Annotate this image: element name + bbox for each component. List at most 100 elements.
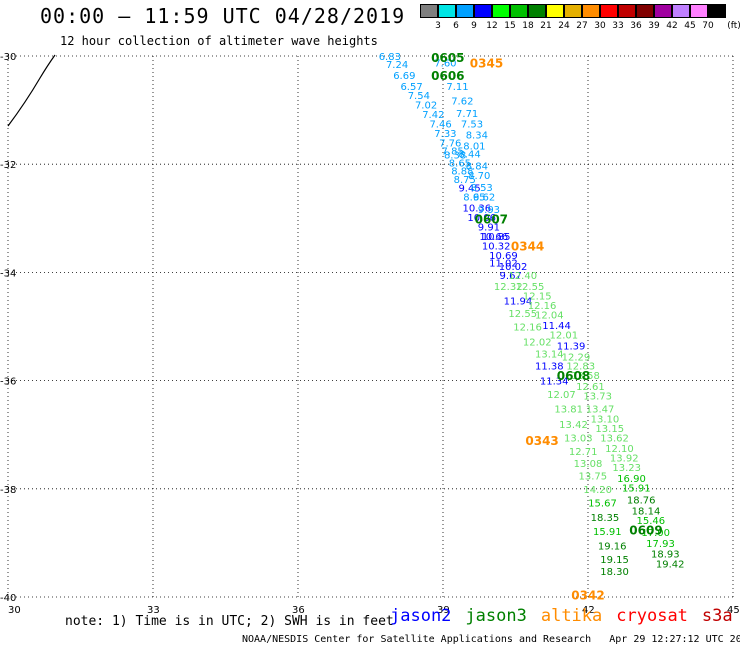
swh-value-label: 12.16 [513, 323, 542, 334]
swh-value-label: 13.03 [564, 433, 593, 444]
swh-value-label: 16.90 [617, 474, 646, 485]
swh-value-label: 7.60 [434, 58, 456, 69]
swh-value-label: 8.34 [466, 130, 488, 141]
color-swatch [618, 4, 636, 18]
swh-value-label: 13.81 [554, 405, 583, 416]
swh-value-label: 15.91 [593, 527, 622, 538]
color-swatch [564, 4, 582, 18]
swh-value-label: 6.83 [379, 52, 401, 63]
swh-value-label: 7.24 [386, 60, 408, 71]
pass-time-label: 0343 [525, 434, 558, 448]
swh-value-label: 13.08 [574, 459, 603, 470]
swh-value-label: 7.85 [442, 147, 464, 158]
swh-value-label: 17.93 [646, 539, 675, 550]
color-swatch [420, 4, 438, 18]
color-scale-unit: (ft) [727, 21, 740, 31]
lat-tick-label: -34 [0, 268, 16, 279]
swh-value-label: 7.53 [461, 120, 483, 131]
satellite-legend: jason2 jason3 altika cryosat s3a [390, 606, 740, 626]
swh-value-label: 13.14 [535, 350, 564, 361]
swh-value-label: 10.36 [463, 203, 492, 214]
swh-value-label: 12.83 [566, 361, 595, 372]
swh-value-label: 18.76 [627, 496, 656, 507]
swh-value-label: 8.65 [449, 159, 471, 170]
swh-value-label: 8.75 [454, 175, 476, 186]
color-scale-label: 33 [612, 21, 624, 31]
color-swatch [672, 4, 690, 18]
swh-value-label: 6.57 [400, 82, 422, 93]
swh-value-label: 13.73 [583, 392, 612, 403]
lon-tick-label: 33 [147, 605, 160, 616]
swh-value-label: 18.14 [632, 506, 661, 517]
color-scale-label: 30 [594, 21, 606, 31]
swh-value-label: 19.42 [656, 559, 685, 570]
swh-value-label: 12.55 [516, 282, 545, 293]
swh-value-label: 13.42 [559, 420, 588, 431]
lon-tick-label: 42 [582, 605, 595, 616]
swh-value-label: 12.07 [547, 390, 576, 401]
satellite-legend-item: jason2 [390, 606, 452, 626]
swh-value-label: 7.71 [456, 109, 478, 120]
swh-value-label: 7.42 [422, 110, 444, 121]
color-scale-label: 42 [666, 21, 678, 31]
swh-value-label: 19.16 [598, 542, 627, 553]
color-scale-label: 9 [471, 21, 477, 31]
swh-value-label: 7.62 [451, 96, 473, 107]
color-scale-label: 24 [558, 21, 570, 31]
color-swatch [492, 4, 510, 18]
color-scale-label: 12 [486, 21, 498, 31]
swh-values: 6.83 7.60 7.246.696.57 7.11 7.54 7.62 7.02 7.71… [379, 52, 685, 578]
swh-value-label: 13.62 [600, 433, 629, 444]
swh-value-label: 7.11 [446, 82, 468, 93]
swh-value-label: 7.54 [408, 91, 430, 102]
swh-value-label: 13.10 [591, 414, 620, 425]
color-swatch [528, 4, 546, 18]
swh-value-label: 18.35 [591, 513, 620, 524]
swh-value-label: 12.71 [569, 447, 598, 458]
lat-tick-label: -32 [0, 160, 16, 171]
swh-value-label: 13.58 [571, 371, 600, 382]
pass-time-label: 0605 [431, 51, 464, 65]
swh-value-label: 11.94 [504, 297, 533, 308]
color-swatch [438, 4, 456, 18]
color-swatch [582, 4, 600, 18]
credit-timestamp: Apr 29 12:27:12 UTC 2019 [609, 634, 740, 645]
credit-line: NOAA/NESDIS Center for Satellite Applica… [242, 634, 740, 645]
pass-time-label: 0342 [571, 588, 604, 602]
credit-org: NOAA/NESDIS Center for Satellite Applica… [242, 634, 592, 645]
pass-time-label: 0345 [470, 56, 503, 70]
color-swatch [546, 4, 564, 18]
pass-time-label: 0607 [475, 212, 508, 226]
swh-value-label: 12.32 [494, 282, 523, 293]
swh-value-label: 7.46 [429, 120, 451, 131]
swh-value-label: 15.46 [637, 516, 666, 527]
swh-value-label: 18.30 [600, 567, 629, 578]
swh-value-label: 6.69 [393, 71, 415, 82]
color-swatch [510, 4, 528, 18]
color-scale-label: 3 [435, 21, 441, 31]
swh-value-label: 11.39 [557, 341, 586, 352]
swh-value-label: 19.15 [600, 555, 629, 566]
swh-value-label: 12.10 [605, 444, 634, 455]
swh-value-label: 15.67 [588, 498, 617, 509]
swh-value-label: 9.91 [478, 222, 500, 233]
color-scale-label: 6 [453, 21, 459, 31]
swh-value-label: 10.32 [482, 241, 511, 252]
lon-tick-label: 30 [8, 605, 21, 616]
swh-value-label: 8.88 [451, 167, 473, 178]
lat-tick-label: -38 [0, 485, 16, 496]
color-swatch [708, 4, 726, 18]
swh-value-label: 10.66 [479, 232, 508, 243]
swh-value-label: 8.84 [466, 161, 488, 172]
swh-value-label: 12.04 [535, 311, 564, 322]
color-swatch [690, 4, 708, 18]
color-swatch [636, 4, 654, 18]
swh-value-label: 7.33 [434, 129, 456, 140]
swh-value-label: 12.02 [523, 338, 552, 349]
swh-value-label: 12.15 [523, 292, 552, 303]
swh-value-label: 9.67 [500, 271, 522, 282]
lat-lon-grid [7, 55, 734, 598]
swh-value-label: 8.01 [463, 141, 485, 152]
